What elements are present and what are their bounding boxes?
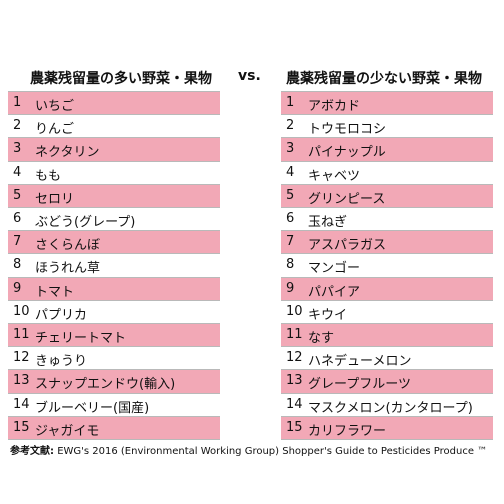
table-row: 6 ぶどう(グレープ) <box>8 208 220 232</box>
table-row: 3 ネクタリン <box>8 138 220 162</box>
item-name: ほうれん草 <box>35 261 101 277</box>
table-row: 13 スナップエンドウ(輸入) <box>8 370 220 394</box>
table-row: 5 グリンピース <box>281 184 493 208</box>
rank: 14 <box>13 396 30 412</box>
rank: 2 <box>13 118 22 134</box>
rank: 13 <box>286 373 303 389</box>
table-row: 8 マンゴー <box>281 254 493 278</box>
item-name: キャベツ <box>308 168 361 184</box>
item-name: もも <box>35 168 62 184</box>
table-row: 12 ハネデューメロン <box>281 347 493 371</box>
item-name: カリフラワー <box>308 423 387 439</box>
item-name: きゅうり <box>35 354 88 370</box>
table-row: 7 さくらんぼ <box>8 231 220 255</box>
rank: 11 <box>13 327 30 342</box>
rank: 10 <box>286 303 303 319</box>
rank: 6 <box>13 211 22 226</box>
table-row: 14 マスクメロン(カンタロープ) <box>281 394 493 417</box>
rank: 15 <box>13 419 30 435</box>
rank: 2 <box>286 118 295 134</box>
item-name: パパイア <box>308 284 361 300</box>
footer-label: 参考文献: <box>10 446 54 457</box>
item-name: グレープフルーツ <box>308 377 411 393</box>
rank: 6 <box>286 211 295 226</box>
table-row: 15 カリフラワー <box>281 416 493 440</box>
table-row: 2 トウモロコシ <box>281 115 493 139</box>
item-name: アボカド <box>308 99 361 114</box>
rank: 8 <box>13 257 22 273</box>
item-name: トウモロコシ <box>308 122 387 138</box>
rank: 1 <box>286 95 295 110</box>
table-row: 1 いちご <box>8 92 220 116</box>
item-name: パプリカ <box>35 307 88 323</box>
footer: 参考文献: EWG's 2016 (Environmental Working … <box>10 442 487 457</box>
rank: 13 <box>13 373 30 389</box>
item-name: アスパラガス <box>308 238 387 254</box>
table-row: 10 パプリカ <box>8 301 220 324</box>
table-row: 9 パパイア <box>281 277 493 301</box>
table-row: 13 グレープフルーツ <box>281 370 493 394</box>
item-name: キウイ <box>308 307 348 323</box>
item-name: マスクメロン(カンタロープ) <box>308 400 473 416</box>
item-name: スナップエンドウ(輸入) <box>35 377 176 393</box>
rank: 1 <box>13 95 22 110</box>
rank: 5 <box>286 187 295 203</box>
vs-label: vs. <box>238 68 261 84</box>
table-row: 6 玉ねぎ <box>281 208 493 232</box>
item-name: さくらんぼ <box>35 238 101 254</box>
item-name: トマト <box>35 284 75 300</box>
left-table: 1 いちご 2 りんご 3 ネクタリン 4 もも 5 セロリ 6 ぶどう(グレープ) 7 さくらんぼ 8 ほう… <box>8 91 220 440</box>
item-name: グリンピース <box>308 191 386 207</box>
left-title: 農薬残留量の多い野菜・果物 <box>30 71 212 87</box>
rank: 8 <box>286 257 295 273</box>
rank: 12 <box>286 350 303 366</box>
rank: 14 <box>286 396 303 412</box>
right-title: 農薬残留量の少ない野菜・果物 <box>286 71 482 87</box>
table-row: 4 キャベツ <box>281 162 493 185</box>
rank: 9 <box>13 280 22 296</box>
rank: 9 <box>286 280 295 296</box>
table-row: 12 きゅうり <box>8 347 220 371</box>
table-row: 4 もも <box>8 162 220 185</box>
item-name: ジャガイモ <box>35 423 100 439</box>
item-name: なす <box>308 331 335 346</box>
table-row: 3 パイナップル <box>281 138 493 162</box>
item-name: ネクタリン <box>35 145 100 161</box>
table-row: 15 ジャガイモ <box>8 416 220 440</box>
item-name: りんご <box>35 122 75 138</box>
rank: 7 <box>13 234 22 250</box>
item-name: パイナップル <box>308 145 386 161</box>
table-row: 5 セロリ <box>8 184 220 208</box>
item-name: チェリートマト <box>35 331 127 346</box>
table-row: 14 ブルーベリー(国産) <box>8 394 220 417</box>
item-name: ブルーベリー(国産) <box>35 400 150 416</box>
rank: 15 <box>286 419 303 435</box>
item-name: ハネデューメロン <box>308 354 412 370</box>
rank: 4 <box>13 164 22 180</box>
table-row: 9 トマト <box>8 277 220 301</box>
rank: 4 <box>286 164 295 180</box>
item-name: いちご <box>35 99 75 114</box>
footer-text: EWG's 2016 (Environmental Working Group)… <box>57 446 488 457</box>
rank: 5 <box>13 187 22 203</box>
table-row: 10 キウイ <box>281 301 493 324</box>
table-row: 7 アスパラガス <box>281 231 493 255</box>
rank: 12 <box>13 350 30 366</box>
table-row: 11 チェリートマト <box>8 324 220 348</box>
rank: 3 <box>13 141 22 157</box>
rank: 3 <box>286 141 295 157</box>
right-table: 1 アボカド 2 トウモロコシ 3 パイナップル 4 キャベツ 5 グリンピース 6 玉ねぎ 7 アスパラ… <box>281 91 493 440</box>
rank: 7 <box>286 234 295 250</box>
rank: 11 <box>286 327 303 342</box>
item-name: マンゴー <box>308 261 361 277</box>
rank: 10 <box>13 303 30 319</box>
table-row: 8 ほうれん草 <box>8 254 220 278</box>
table-row: 2 りんご <box>8 115 220 139</box>
table-row: 1 アボカド <box>281 92 493 116</box>
item-name: 玉ねぎ <box>308 215 348 230</box>
item-name: セロリ <box>35 191 75 207</box>
item-name: ぶどう(グレープ) <box>35 215 136 230</box>
table-row: 11 なす <box>281 324 493 348</box>
